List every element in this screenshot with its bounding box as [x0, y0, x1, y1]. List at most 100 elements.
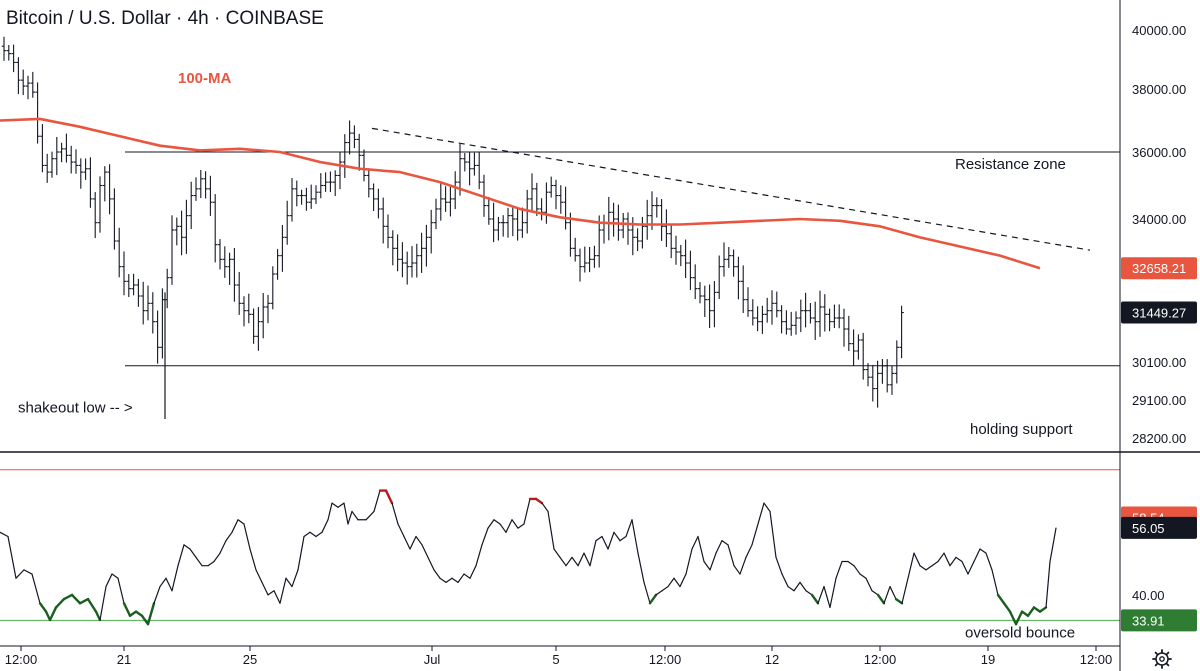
ohlc-bar[interactable]: [429, 209, 434, 254]
ohlc-bar[interactable]: [83, 158, 88, 180]
ohlc-bar[interactable]: [285, 200, 290, 245]
ohlc-bar[interactable]: [875, 360, 880, 408]
ohlc-bar[interactable]: [347, 120, 352, 155]
ohlc-bar[interactable]: [270, 266, 275, 310]
ohlc-bar[interactable]: [309, 184, 314, 209]
ohlc-bar[interactable]: [328, 171, 333, 193]
ohlc-bar[interactable]: [222, 246, 227, 278]
gear-icon[interactable]: [1152, 649, 1172, 669]
ohlc-bar[interactable]: [376, 188, 381, 219]
ohlc-bar[interactable]: [227, 252, 232, 285]
ohlc-bar[interactable]: [385, 214, 391, 249]
ohlc-bar[interactable]: [16, 57, 21, 94]
price-pane[interactable]: 100-MA Resistance zone shakeout low -- > ho…: [0, 8, 1120, 438]
ohlc-bar[interactable]: [405, 251, 410, 285]
ohlc-bar[interactable]: [654, 197, 659, 218]
ohlc-bar[interactable]: [30, 71, 35, 98]
ohlc-bar[interactable]: [136, 278, 141, 307]
ohlc-bar[interactable]: [832, 304, 837, 328]
ohlc-bar[interactable]: [755, 306, 760, 332]
ohlc-bar[interactable]: [841, 308, 847, 347]
ohlc-bar[interactable]: [280, 224, 285, 272]
ohlc-bar[interactable]: [549, 176, 554, 198]
ohlc-bar[interactable]: [520, 207, 525, 238]
ohlc-bar[interactable]: [784, 310, 789, 335]
ohlc-bar[interactable]: [150, 292, 155, 334]
ohlc-bar[interactable]: [606, 196, 611, 241]
price-axis[interactable]: 40000.00 38000.00 36000.00 34000.00 30100.00…: [1132, 23, 1186, 446]
ohlc-bar[interactable]: [640, 216, 645, 249]
ohlc-bar[interactable]: [438, 182, 443, 221]
ohlc-bar[interactable]: [880, 359, 885, 384]
ohlc-bar[interactable]: [544, 182, 549, 224]
ohlc-bar[interactable]: [299, 189, 304, 205]
ohlc-bar[interactable]: [313, 185, 319, 204]
ohlc-bar[interactable]: [184, 199, 189, 254]
ohlc-bar[interactable]: [6, 45, 11, 61]
ohlc-bar[interactable]: [501, 215, 506, 237]
ohlc-bar[interactable]: [539, 198, 544, 221]
ohlc-bar[interactable]: [817, 290, 823, 337]
ohlc-bar[interactable]: [361, 149, 367, 182]
ohlc-bar[interactable]: [11, 44, 16, 73]
ohlc-bar[interactable]: [885, 359, 890, 393]
ohlc-bar[interactable]: [563, 186, 568, 230]
ohlc-bar[interactable]: [846, 315, 851, 352]
ohlc-bar[interactable]: [601, 214, 607, 244]
ohlc-bar[interactable]: [390, 230, 395, 266]
ohlc-bar[interactable]: [69, 145, 74, 174]
ohlc-bar[interactable]: [664, 209, 669, 247]
ohlc-bar[interactable]: [121, 251, 127, 296]
ohlc-bar[interactable]: [808, 303, 813, 324]
ohlc-bar[interactable]: [837, 304, 842, 329]
ohlc-bar[interactable]: [745, 287, 751, 317]
ohlc-bar[interactable]: [673, 235, 679, 265]
ohlc-bar[interactable]: [577, 248, 583, 282]
ohlc-bar[interactable]: [275, 249, 280, 280]
ohlc-bar[interactable]: [323, 172, 328, 192]
ohlc-bar[interactable]: [861, 332, 866, 380]
ohlc-bar[interactable]: [693, 264, 698, 300]
ohlc-bar[interactable]: [131, 273, 136, 296]
ohlc-bar[interactable]: [25, 75, 31, 100]
ohlc-bar[interactable]: [366, 168, 371, 198]
ohlc-bar[interactable]: [304, 187, 309, 211]
ohlc-bar[interactable]: [453, 171, 458, 210]
ohlc-bar[interactable]: [318, 173, 323, 199]
ohlc-bar[interactable]: [822, 294, 827, 332]
ohlc-bar[interactable]: [73, 149, 79, 174]
ohlc-bar[interactable]: [592, 245, 597, 268]
ohlc-bar[interactable]: [813, 301, 818, 340]
ohlc-bar[interactable]: [443, 186, 448, 212]
ohlc-bar[interactable]: [93, 192, 98, 239]
ohlc-bar[interactable]: [779, 305, 784, 334]
ohlc-bar[interactable]: [251, 308, 256, 344]
ohlc-bar[interactable]: [697, 282, 703, 304]
ohlc-bar[interactable]: [582, 246, 587, 273]
ohlc-bar[interactable]: [381, 197, 386, 244]
ohlc-bar[interactable]: [462, 153, 467, 172]
ohlc-bar[interactable]: [712, 281, 717, 328]
ohlc-bar[interactable]: [707, 284, 712, 329]
ohlc-bar[interactable]: [765, 297, 770, 323]
ohlc-bar[interactable]: [40, 124, 45, 173]
ohlc-bar[interactable]: [409, 246, 415, 278]
ohlc-bar[interactable]: [774, 291, 779, 318]
ohlc-bar[interactable]: [294, 180, 299, 207]
ohlc-bar[interactable]: [35, 82, 40, 144]
ohlc-bar[interactable]: [750, 299, 755, 326]
ohlc-bar[interactable]: [736, 256, 741, 300]
ohlc-bar[interactable]: [237, 271, 242, 315]
ohlc-bar[interactable]: [678, 244, 683, 267]
ohlc-bar[interactable]: [107, 164, 112, 215]
ohlc-bar[interactable]: [419, 232, 424, 273]
ohlc-bar[interactable]: [88, 157, 93, 208]
ohlc-bar[interactable]: [1, 36, 7, 61]
ohlc-bar[interactable]: [870, 364, 875, 402]
ohlc-bar[interactable]: [798, 299, 803, 333]
ohlc-bar[interactable]: [534, 182, 539, 216]
indicator-axis[interactable]: 40.00: [1132, 588, 1165, 603]
ohlc-bar[interactable]: [333, 170, 338, 197]
ohlc-bar[interactable]: [198, 169, 203, 199]
